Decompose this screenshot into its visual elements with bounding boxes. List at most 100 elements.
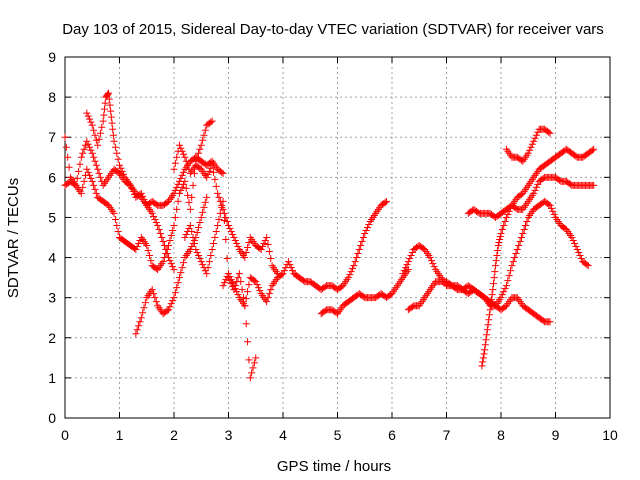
data-point: [534, 180, 542, 188]
data-point: [212, 227, 220, 235]
data-point: [572, 243, 580, 251]
data-point: [79, 183, 87, 191]
data-point: [229, 279, 237, 287]
data-point: [230, 282, 238, 290]
data-point: [520, 225, 528, 233]
data-point: [287, 264, 295, 272]
data-point: [177, 174, 185, 182]
data-point: [190, 240, 198, 248]
data-point: [152, 218, 160, 226]
data-point: [193, 249, 201, 257]
chart-title: Day 103 of 2015, Sidereal Day-to-day VTE…: [62, 21, 604, 38]
data-point: [101, 99, 109, 107]
data-point: [174, 197, 182, 205]
data-point: [148, 209, 156, 217]
data-point: [150, 212, 158, 220]
data-point: [182, 230, 190, 238]
data-point: [75, 167, 83, 175]
data-point: [204, 170, 212, 178]
data-point: [87, 146, 95, 154]
data-point: [94, 141, 102, 149]
data-point: [205, 258, 213, 266]
data-point: [492, 262, 500, 270]
data-point: [177, 269, 185, 277]
data-point: [62, 143, 70, 151]
data-point: [199, 261, 207, 269]
data-point: [118, 167, 126, 175]
data-point: [109, 131, 117, 139]
data-point: [210, 168, 218, 176]
data-point: [250, 277, 258, 285]
data-point: [205, 167, 213, 175]
data-point: [160, 254, 168, 262]
data-point: [90, 126, 98, 134]
data-point: [259, 243, 267, 251]
data-point: [484, 321, 492, 329]
data-point: [91, 131, 99, 139]
data-point: [167, 300, 175, 308]
data-point: [234, 243, 242, 251]
data-point: [144, 247, 152, 255]
data-point: [96, 129, 104, 137]
data-point: [487, 296, 495, 304]
data-point: [357, 242, 365, 250]
data-point: [241, 254, 249, 262]
data-point: [193, 153, 201, 161]
data-point: [159, 238, 167, 246]
data-point: [61, 133, 69, 141]
data-point: [162, 250, 170, 258]
data-point: [428, 257, 436, 265]
data-point: [151, 215, 159, 223]
data-point: [497, 294, 505, 302]
y-tick-label: 4: [48, 250, 56, 266]
data-point: [150, 290, 158, 298]
data-point: [171, 159, 179, 167]
data-point: [86, 143, 94, 151]
data-point: [220, 279, 228, 287]
data-point: [263, 298, 271, 306]
data-point: [154, 221, 162, 229]
data-point: [199, 136, 207, 144]
data-point: [483, 331, 491, 339]
data-point: [186, 205, 194, 213]
x-axis-ticks: 0 1 2 3 4 5 6 7 8 9 10: [61, 57, 618, 443]
data-point: [171, 289, 179, 297]
data-point: [106, 101, 114, 109]
data-point: [530, 189, 538, 197]
data-point: [482, 336, 490, 344]
data-point: [175, 141, 183, 149]
data-point: [200, 131, 208, 139]
data-point: [90, 153, 98, 161]
data-point: [214, 221, 222, 229]
data-point: [346, 271, 354, 279]
data-point: [267, 286, 275, 294]
y-tick-label: 6: [48, 169, 56, 185]
data-point: [363, 223, 371, 231]
data-point: [216, 209, 224, 217]
data-point: [137, 314, 145, 322]
x-tick-label: 3: [225, 427, 233, 443]
data-point: [166, 237, 174, 245]
data-point: [141, 198, 149, 206]
data-point: [197, 213, 205, 221]
data-point: [528, 140, 536, 148]
data-point: [219, 282, 227, 290]
data-point: [95, 135, 103, 143]
data-point: [195, 149, 203, 157]
data-point: [590, 145, 598, 153]
data-point: [408, 249, 416, 257]
data-point: [429, 260, 437, 268]
y-tick-label: 0: [48, 410, 56, 426]
data-point: [530, 137, 538, 145]
data-point: [109, 125, 117, 133]
data-point: [83, 137, 91, 145]
data-point: [196, 255, 204, 263]
data-point: [485, 316, 493, 324]
data-point: [381, 198, 389, 206]
data-point: [79, 149, 87, 157]
data-point: [573, 246, 581, 254]
data-point: [568, 234, 576, 241]
y-axis-ticks: 0 1 2 3 4 5 6 7 8 9: [48, 49, 610, 426]
data-point: [502, 282, 510, 290]
data-point: [226, 273, 234, 281]
